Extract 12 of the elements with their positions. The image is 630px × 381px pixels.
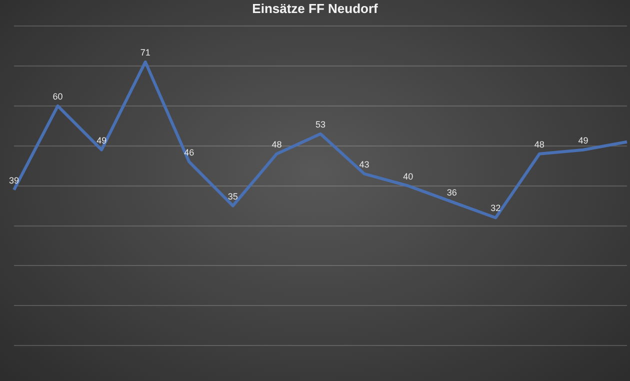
data-label: 53 [315, 119, 326, 130]
data-label: 36 [446, 187, 457, 198]
data-label: 71 [140, 47, 150, 58]
data-label: 43 [359, 159, 370, 170]
data-label: 40 [403, 171, 414, 182]
data-label: 48 [534, 139, 544, 150]
data-label: 60 [52, 91, 63, 102]
data-label: 32 [490, 203, 501, 214]
data-label: 35 [228, 191, 238, 202]
data-label: 49 [578, 135, 588, 146]
data-label: 48 [272, 139, 282, 150]
chart-title: Einsätze FF Neudorf [251, 1, 379, 16]
